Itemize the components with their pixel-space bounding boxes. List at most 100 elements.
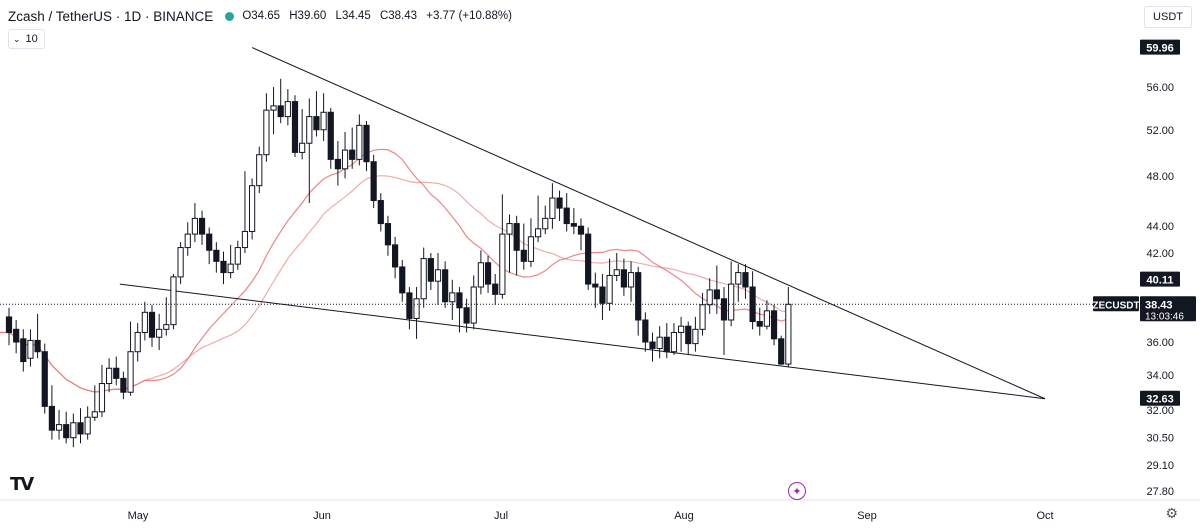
candle[interactable] bbox=[284, 89, 291, 126]
candle[interactable] bbox=[720, 287, 728, 355]
candle[interactable] bbox=[649, 332, 656, 362]
candle[interactable] bbox=[756, 307, 763, 336]
candle[interactable] bbox=[198, 210, 206, 245]
candle[interactable] bbox=[642, 312, 649, 352]
candle[interactable] bbox=[685, 321, 692, 355]
candle[interactable] bbox=[477, 250, 484, 295]
candle[interactable] bbox=[728, 261, 735, 327]
candle[interactable] bbox=[220, 251, 227, 285]
candle[interactable] bbox=[241, 171, 249, 254]
candle[interactable] bbox=[55, 409, 63, 440]
candle[interactable] bbox=[177, 242, 184, 285]
candle[interactable] bbox=[513, 215, 520, 276]
candle[interactable] bbox=[127, 321, 134, 396]
candle[interactable] bbox=[506, 214, 513, 273]
candle[interactable] bbox=[577, 218, 585, 251]
candle[interactable] bbox=[770, 304, 778, 346]
candle[interactable] bbox=[613, 253, 620, 282]
candle[interactable] bbox=[20, 329, 27, 372]
upper-trendline[interactable] bbox=[251, 47, 1046, 400]
candle[interactable] bbox=[585, 227, 592, 290]
candle[interactable] bbox=[470, 275, 477, 330]
candle[interactable] bbox=[442, 261, 449, 308]
candle[interactable] bbox=[527, 218, 535, 267]
candle[interactable] bbox=[363, 120, 370, 172]
candle[interactable] bbox=[84, 406, 91, 440]
candle[interactable] bbox=[227, 244, 234, 279]
candle[interactable] bbox=[91, 385, 98, 421]
candle[interactable] bbox=[263, 93, 270, 162]
candle[interactable] bbox=[77, 408, 84, 444]
candle[interactable] bbox=[592, 272, 599, 308]
moving-average-line[interactable] bbox=[0, 175, 789, 393]
candle[interactable] bbox=[170, 274, 177, 330]
candle[interactable] bbox=[635, 266, 642, 336]
candle[interactable] bbox=[749, 271, 756, 330]
candle[interactable] bbox=[156, 313, 163, 351]
candle[interactable] bbox=[742, 264, 749, 299]
moving-average-line[interactable] bbox=[0, 148, 789, 393]
candle[interactable] bbox=[384, 215, 392, 256]
candle[interactable] bbox=[234, 240, 241, 270]
candle[interactable] bbox=[449, 279, 456, 320]
candle[interactable] bbox=[392, 236, 399, 279]
candle[interactable] bbox=[27, 329, 34, 367]
candle[interactable] bbox=[113, 356, 120, 386]
candle[interactable] bbox=[377, 193, 384, 232]
candle[interactable] bbox=[98, 364, 106, 418]
candle[interactable] bbox=[563, 193, 570, 232]
candle[interactable] bbox=[270, 87, 277, 135]
candle[interactable] bbox=[13, 319, 20, 354]
candle[interactable] bbox=[34, 313, 41, 359]
candle[interactable] bbox=[291, 95, 299, 158]
candle[interactable] bbox=[778, 335, 785, 365]
candle[interactable] bbox=[277, 78, 284, 124]
candle[interactable] bbox=[349, 127, 356, 169]
candle[interactable] bbox=[48, 385, 55, 440]
lightning-icon[interactable]: ✦ bbox=[788, 482, 806, 500]
candle[interactable] bbox=[5, 307, 13, 346]
candle[interactable] bbox=[620, 258, 627, 296]
candle[interactable] bbox=[713, 265, 720, 314]
candle[interactable] bbox=[191, 203, 199, 243]
candle[interactable] bbox=[356, 114, 363, 166]
candle[interactable] bbox=[163, 297, 170, 336]
candle[interactable] bbox=[120, 371, 127, 400]
candle[interactable] bbox=[299, 109, 306, 160]
candle[interactable] bbox=[106, 358, 113, 393]
candle[interactable] bbox=[406, 287, 413, 330]
candle[interactable] bbox=[399, 259, 406, 302]
candle[interactable] bbox=[184, 222, 191, 256]
candle[interactable] bbox=[627, 261, 635, 302]
candle[interactable] bbox=[499, 194, 506, 299]
candle[interactable] bbox=[463, 298, 470, 333]
candle[interactable] bbox=[327, 107, 334, 169]
candle[interactable] bbox=[370, 154, 377, 209]
candle[interactable] bbox=[427, 253, 434, 290]
candle[interactable] bbox=[599, 274, 606, 320]
candle[interactable] bbox=[213, 242, 220, 273]
candle[interactable] bbox=[735, 264, 742, 302]
candle[interactable] bbox=[706, 278, 713, 314]
candle[interactable] bbox=[63, 411, 70, 444]
candle[interactable] bbox=[456, 287, 463, 333]
candle[interactable] bbox=[420, 247, 427, 308]
candle[interactable] bbox=[256, 146, 263, 194]
candle[interactable] bbox=[41, 343, 48, 414]
tradingview-logo[interactable]: TV bbox=[10, 474, 34, 495]
candle[interactable] bbox=[535, 195, 542, 243]
candle[interactable] bbox=[320, 93, 327, 141]
candle[interactable] bbox=[306, 98, 313, 204]
candle[interactable] bbox=[334, 140, 341, 186]
lower-trendline[interactable] bbox=[119, 283, 1046, 400]
candle[interactable] bbox=[206, 227, 213, 265]
symbol-title[interactable]: Zcash / TetherUS · 1D · BINANCE bbox=[8, 8, 214, 24]
candle[interactable] bbox=[670, 323, 678, 355]
candle[interactable] bbox=[413, 287, 420, 339]
candle[interactable] bbox=[542, 205, 549, 235]
indicators-toggle[interactable]: ⌄ 10 bbox=[8, 29, 45, 49]
currency-button[interactable]: USDT bbox=[1144, 6, 1192, 28]
candle[interactable] bbox=[434, 253, 442, 305]
gear-icon[interactable]: ⚙ bbox=[1165, 505, 1178, 521]
